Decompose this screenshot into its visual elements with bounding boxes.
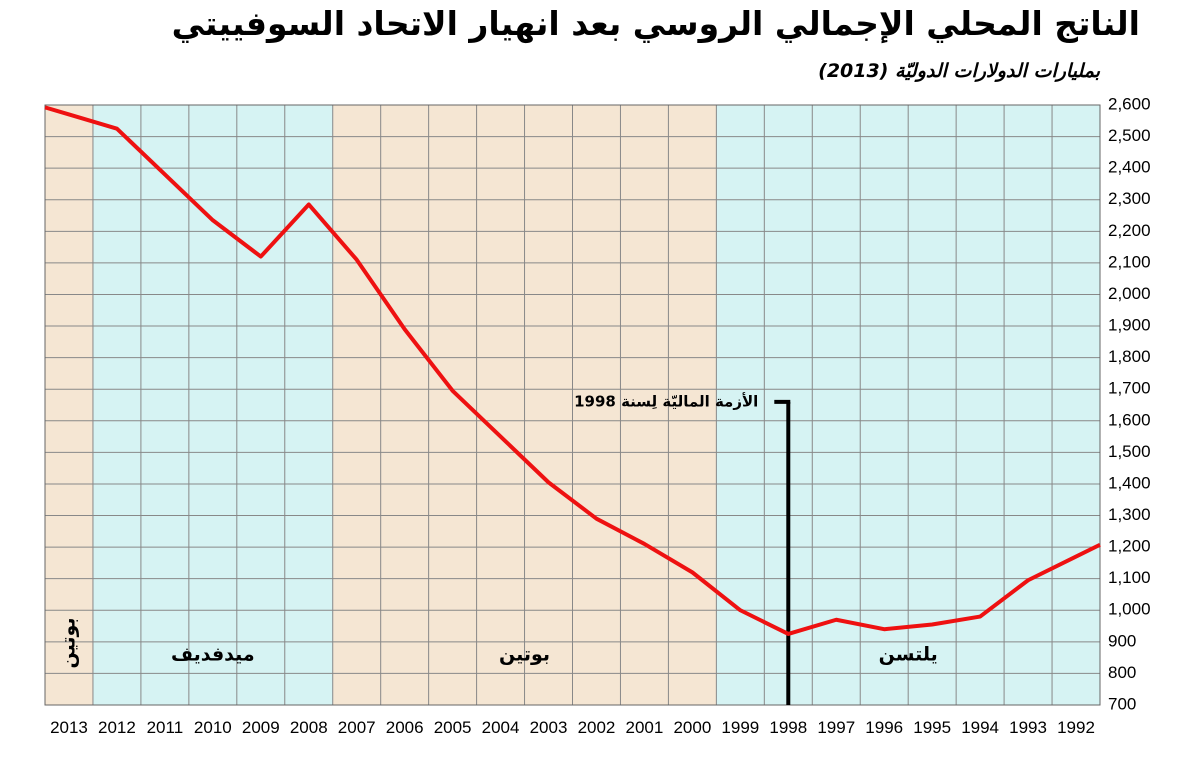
data-point: [786, 632, 790, 636]
x-tick-label: 2008: [290, 718, 328, 737]
y-tick-label: 2,400: [1108, 158, 1151, 177]
x-tick-label: 1999: [721, 718, 759, 737]
grid-lines: [44, 104, 1101, 706]
x-tick-label: 1998: [769, 718, 807, 737]
era-label: بوتين: [499, 644, 550, 666]
era-label: بوتين: [57, 617, 79, 668]
x-tick-label: 1992: [1057, 718, 1095, 737]
y-tick-label: 1,800: [1108, 347, 1151, 366]
gdp-series-line: [44, 105, 1101, 636]
data-point: [1026, 578, 1030, 582]
y-tick-label: 700: [1108, 694, 1136, 713]
era-labels: بوتين ميدفديف بوتين يلتسن: [57, 617, 937, 668]
data-point: [115, 127, 119, 131]
y-tick-label: 1,000: [1108, 600, 1151, 619]
y-tick-label: 2,300: [1108, 189, 1151, 208]
x-tick-label: 2000: [673, 718, 711, 737]
data-point: [978, 615, 982, 619]
y-tick-label: 1,700: [1108, 379, 1151, 398]
x-axis-ticks: 2013 2012 2011 2010 2009 2008 2007 2006 2005 2004…: [50, 718, 1095, 737]
x-tick-label: 2006: [386, 718, 424, 737]
data-point: [403, 327, 407, 331]
y-tick-label: 1,600: [1108, 410, 1151, 429]
x-tick-label: 1997: [817, 718, 855, 737]
data-point: [211, 218, 215, 222]
chart-subtitle: بمليارات الدولارات الدوليّة (2013): [818, 60, 1100, 82]
x-tick-label: 1994: [961, 718, 999, 737]
x-tick-label: 2007: [338, 718, 376, 737]
data-point: [163, 172, 167, 176]
data-point: [882, 627, 886, 631]
crisis-annotation: الأزمة الماليّة لِسنة 1998: [574, 392, 791, 705]
x-tick-label: 2012: [98, 718, 136, 737]
x-tick-label: 2002: [578, 718, 616, 737]
series-group: [44, 105, 1101, 636]
x-tick-label: 1995: [913, 718, 951, 737]
x-tick-label: 2001: [626, 718, 664, 737]
data-point: [594, 517, 598, 521]
era-label: ميدفديف: [171, 644, 255, 666]
y-tick-label: 1,100: [1108, 568, 1151, 587]
y-tick-label: 1,300: [1108, 505, 1151, 524]
data-point: [738, 608, 742, 612]
x-tick-label: 2003: [530, 718, 568, 737]
x-tick-label: 2005: [434, 718, 472, 737]
x-tick-label: 2010: [194, 718, 232, 737]
x-tick-label: 2009: [242, 718, 280, 737]
data-point: [307, 202, 311, 206]
data-point: [642, 542, 646, 546]
data-point: [451, 389, 455, 393]
crisis-annotation-label: الأزمة الماليّة لِسنة 1998: [574, 392, 758, 410]
x-tick-label: 2013: [50, 718, 88, 737]
data-point: [355, 258, 359, 262]
y-axis-ticks: 700 800 900 1,000 1,100 1,200 1,300 1,400 1,500 1…: [1108, 94, 1151, 713]
data-point: [499, 435, 503, 439]
y-tick-label: 1,500: [1108, 442, 1151, 461]
x-tick-label: 1993: [1009, 718, 1047, 737]
era-label: يلتسن: [879, 644, 938, 666]
data-point: [690, 570, 694, 574]
y-tick-label: 2,200: [1108, 221, 1151, 240]
y-tick-label: 800: [1108, 663, 1136, 682]
y-tick-label: 1,900: [1108, 316, 1151, 335]
data-point: [1074, 555, 1078, 559]
era-band: [92, 105, 333, 705]
data-point: [834, 618, 838, 622]
y-tick-label: 2,100: [1108, 252, 1151, 271]
x-tick-label: 2004: [482, 718, 520, 737]
chart-title: الناتج المحلي الإجمالي الروسي بعد انهيار…: [171, 4, 1140, 43]
data-point: [547, 480, 551, 484]
y-tick-label: 2,000: [1108, 284, 1151, 303]
data-point: [67, 112, 71, 116]
y-tick-label: 2,500: [1108, 126, 1151, 145]
plot-frame: [44, 104, 1101, 706]
y-tick-label: 1,200: [1108, 537, 1151, 556]
y-tick-label: 1,400: [1108, 473, 1151, 492]
y-tick-label: 900: [1108, 631, 1136, 650]
data-point: [930, 622, 934, 626]
y-tick-label: 2,600: [1108, 94, 1151, 113]
x-tick-label: 1996: [865, 718, 903, 737]
x-tick-label: 2011: [147, 718, 184, 737]
era-band: [45, 105, 93, 705]
data-point: [259, 255, 263, 259]
